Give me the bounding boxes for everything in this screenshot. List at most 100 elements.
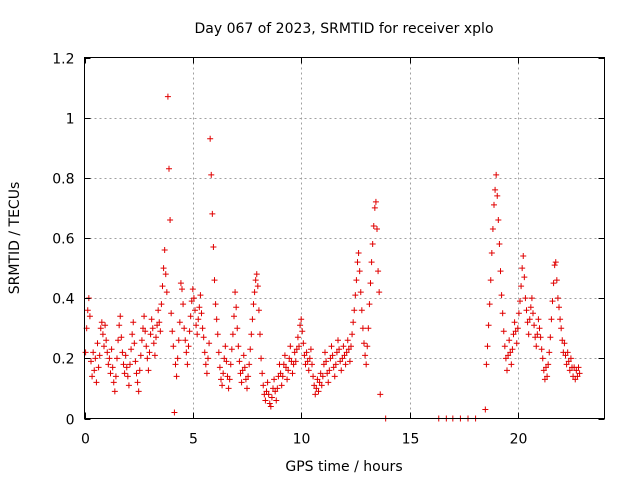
data-point bbox=[174, 355, 181, 362]
data-point bbox=[166, 165, 172, 172]
data-point bbox=[179, 286, 185, 293]
y-tick-label: 1.2 bbox=[52, 52, 74, 68]
data-point bbox=[574, 373, 581, 380]
data-point bbox=[238, 379, 245, 386]
data-point bbox=[108, 346, 115, 353]
data-point bbox=[374, 225, 380, 232]
data-point bbox=[121, 370, 128, 377]
data-point bbox=[219, 382, 226, 389]
data-point bbox=[160, 265, 167, 272]
data-point bbox=[377, 391, 384, 398]
data-point bbox=[567, 355, 574, 362]
data-point bbox=[483, 361, 490, 368]
data-point bbox=[497, 268, 504, 275]
data-point bbox=[342, 361, 349, 368]
data-point bbox=[240, 352, 247, 359]
data-point bbox=[551, 262, 558, 269]
data-point bbox=[365, 325, 372, 332]
data-point bbox=[237, 370, 244, 377]
data-point bbox=[214, 331, 221, 338]
data-point bbox=[259, 370, 266, 377]
data-point bbox=[330, 364, 337, 371]
data-point bbox=[132, 358, 139, 365]
data-point bbox=[194, 331, 201, 338]
data-point bbox=[500, 328, 507, 335]
data-point bbox=[257, 331, 263, 338]
data-point bbox=[316, 379, 323, 386]
data-point bbox=[294, 334, 301, 341]
data-point bbox=[324, 370, 331, 377]
data-point bbox=[526, 316, 533, 323]
data-point bbox=[368, 259, 375, 266]
data-point bbox=[553, 277, 560, 284]
data-point bbox=[522, 295, 529, 302]
data-point bbox=[363, 361, 370, 368]
data-point bbox=[221, 355, 228, 362]
data-point bbox=[98, 319, 105, 326]
data-point bbox=[156, 319, 163, 326]
data-point bbox=[206, 340, 213, 347]
x-tick-labels: 0 5 10 15 20 bbox=[81, 432, 527, 448]
data-point bbox=[184, 361, 191, 368]
data-point bbox=[88, 358, 94, 365]
data-point bbox=[534, 331, 541, 338]
data-point bbox=[151, 352, 158, 359]
data-point bbox=[245, 373, 252, 380]
data-point bbox=[279, 373, 286, 380]
data-point bbox=[135, 388, 142, 395]
data-point bbox=[246, 361, 253, 368]
data-point bbox=[366, 301, 373, 308]
data-point bbox=[120, 361, 127, 368]
data-point bbox=[95, 364, 102, 371]
data-point bbox=[317, 370, 324, 377]
y-tick-label: 0 bbox=[66, 413, 75, 429]
data-point bbox=[122, 352, 129, 359]
data-point bbox=[143, 343, 150, 350]
data-point bbox=[216, 364, 223, 371]
data-point bbox=[339, 355, 346, 362]
data-point bbox=[90, 349, 97, 356]
data-point bbox=[283, 364, 289, 371]
data-point bbox=[531, 322, 538, 329]
data-point bbox=[149, 325, 156, 332]
data-point bbox=[376, 289, 383, 296]
data-point bbox=[189, 286, 196, 293]
data-point bbox=[104, 349, 111, 356]
data-point bbox=[250, 301, 257, 308]
data-point bbox=[485, 322, 492, 329]
data-point bbox=[506, 337, 513, 344]
data-point bbox=[281, 352, 288, 359]
data-point bbox=[519, 265, 526, 272]
y-tick-label: 0.2 bbox=[52, 352, 74, 368]
data-point bbox=[302, 361, 309, 368]
data-point bbox=[525, 331, 532, 338]
data-point bbox=[274, 385, 281, 392]
data-point bbox=[93, 379, 100, 386]
data-point bbox=[349, 331, 356, 338]
data-point bbox=[326, 367, 333, 374]
data-point bbox=[260, 382, 267, 389]
data-point bbox=[111, 388, 118, 395]
data-point bbox=[177, 280, 184, 287]
data-point bbox=[133, 370, 140, 377]
data-point bbox=[545, 361, 552, 368]
data-point bbox=[528, 295, 535, 302]
data-point bbox=[169, 328, 176, 335]
data-point bbox=[119, 349, 126, 356]
data-point bbox=[301, 352, 308, 359]
data-point bbox=[163, 289, 170, 296]
data-point bbox=[175, 337, 182, 344]
data-point bbox=[492, 186, 499, 193]
data-point bbox=[538, 346, 545, 353]
data-point bbox=[351, 307, 358, 314]
data-point bbox=[97, 325, 104, 332]
data-point bbox=[332, 361, 339, 368]
data-point bbox=[327, 355, 334, 362]
x-tick-label: 0 bbox=[81, 432, 90, 448]
data-point bbox=[196, 304, 203, 311]
data-point bbox=[233, 304, 240, 311]
data-point bbox=[576, 370, 583, 377]
data-point bbox=[153, 334, 159, 341]
data-point bbox=[205, 355, 211, 362]
data-point bbox=[543, 364, 549, 371]
